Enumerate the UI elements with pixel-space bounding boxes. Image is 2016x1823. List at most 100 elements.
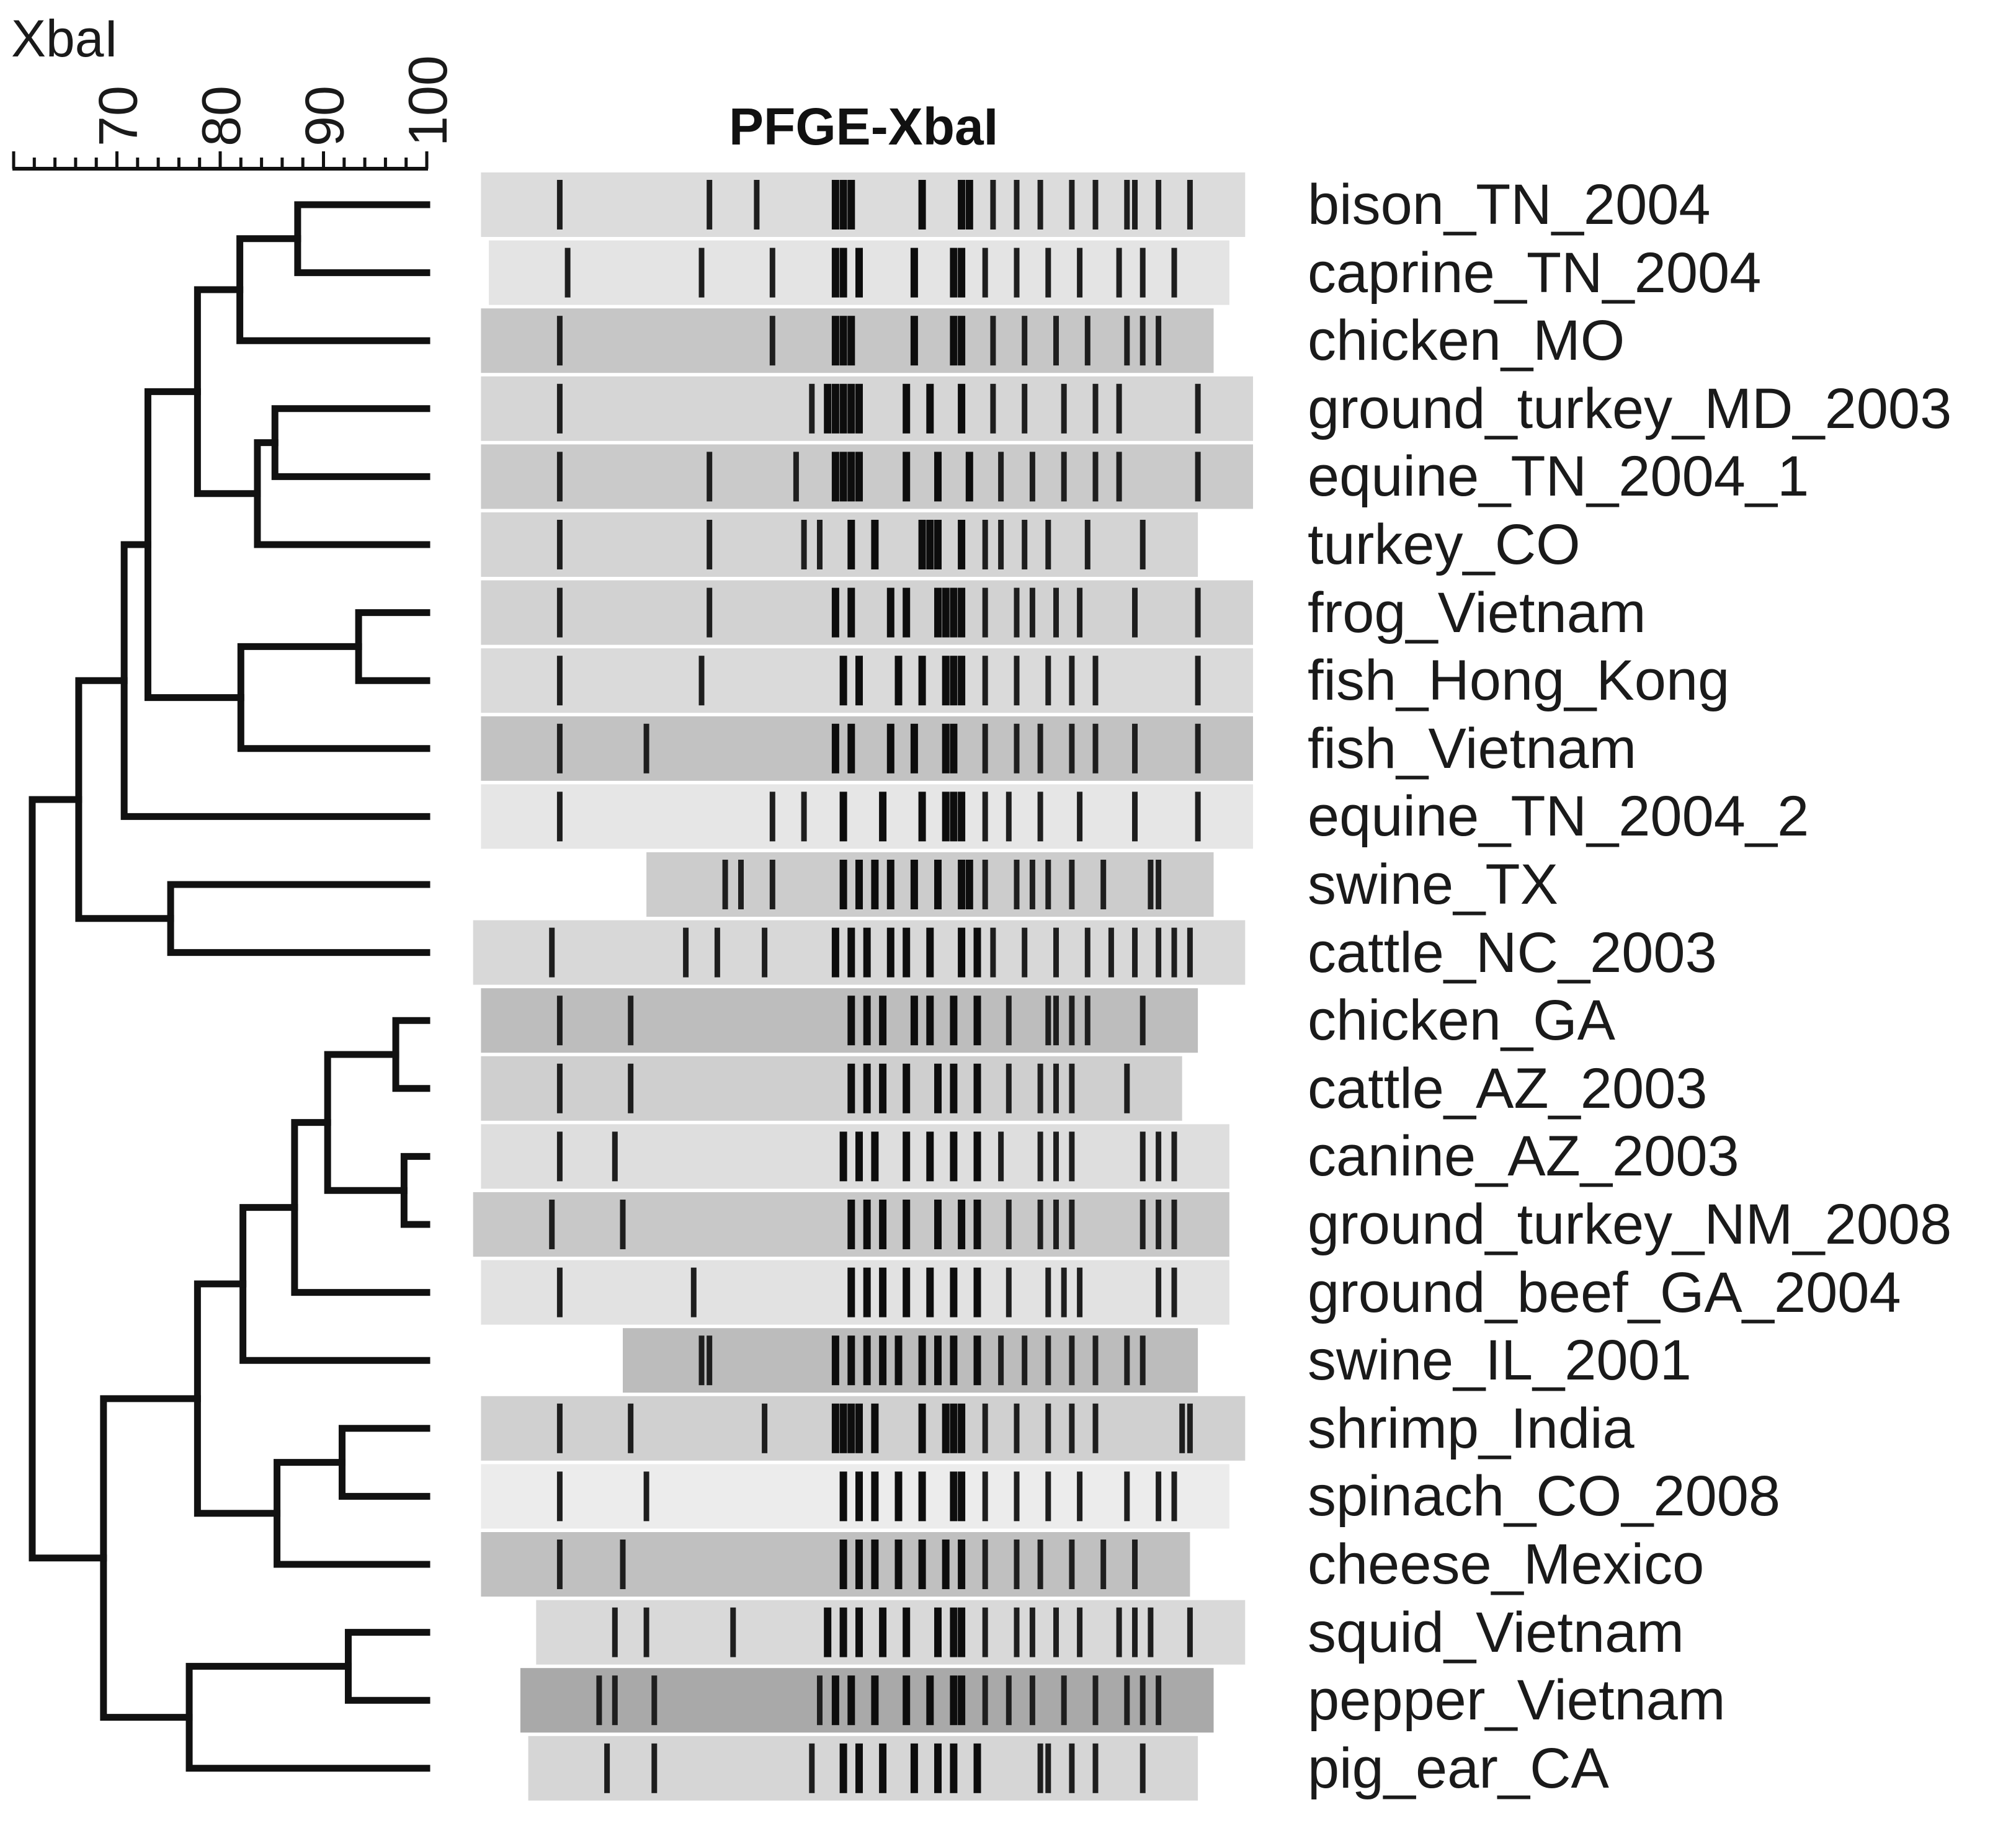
gel-band	[982, 1675, 988, 1726]
gel-band	[628, 1063, 634, 1113]
gel-band	[855, 656, 863, 706]
gel-band	[918, 1335, 926, 1386]
gel-band	[1077, 791, 1083, 842]
gel-band	[926, 383, 934, 434]
gel-band	[910, 316, 918, 366]
gel-band	[886, 723, 894, 773]
gel-band	[847, 996, 855, 1046]
gel-band	[894, 1471, 903, 1522]
gel-band	[871, 520, 879, 569]
dendrogram-branch	[194, 1280, 281, 1517]
gel-band	[1132, 723, 1138, 773]
gel-band	[950, 1267, 958, 1317]
gel-band	[1069, 1403, 1075, 1453]
gel-band	[1014, 1403, 1020, 1453]
lane-label: turkey_CO	[1308, 513, 1581, 576]
gel-band	[942, 656, 950, 706]
gel-band	[950, 791, 958, 842]
dendrogram-branch	[167, 881, 430, 956]
lane-label: swine_TX	[1308, 853, 1558, 916]
lane-label-column: bison_TN_2004 caprine_TN_2004 chicken_MO gr…	[1308, 0, 2015, 1823]
gel-band	[1187, 927, 1193, 978]
gel-band	[612, 1675, 618, 1726]
gel-band	[1140, 520, 1146, 569]
gel-band	[863, 927, 871, 978]
gel-band	[973, 996, 981, 1046]
gel-band	[556, 1063, 563, 1113]
gel-band	[973, 927, 981, 978]
gel-band	[1132, 1540, 1138, 1589]
lane-label: ground_beef_GA_2004	[1308, 1260, 1901, 1324]
gel-band	[839, 1131, 847, 1182]
gel-band	[1029, 452, 1035, 502]
gel-band	[847, 1675, 855, 1726]
gel-band	[1014, 860, 1020, 909]
gel-band	[549, 927, 555, 978]
dendrogram-branch	[194, 286, 261, 497]
gel-band	[847, 1063, 855, 1113]
lane-label: pig_ear_CA	[1308, 1736, 1609, 1800]
lane-label: frog_Vietnam	[1308, 581, 1646, 644]
gel-band	[1140, 1131, 1146, 1182]
gel-band	[1171, 1267, 1177, 1317]
gel-band	[1171, 1471, 1177, 1522]
gel-band	[903, 1675, 911, 1726]
dendrogram-branch	[338, 1425, 430, 1500]
gel-band	[1116, 247, 1122, 298]
gel-band	[1077, 1607, 1083, 1657]
gel-band	[942, 723, 950, 773]
gel-band	[707, 180, 713, 230]
gel-band	[604, 1743, 610, 1793]
gel-band	[714, 927, 720, 978]
gel-band	[839, 1471, 847, 1522]
gel-band	[982, 791, 988, 842]
gel-band	[628, 1403, 634, 1453]
gel-band	[934, 860, 942, 909]
gel-lane-background	[481, 580, 1253, 645]
gel-band	[651, 1743, 658, 1793]
gel-band	[683, 927, 689, 978]
gel-band	[1006, 1675, 1012, 1726]
gel-band	[1069, 1063, 1075, 1113]
gel-band	[990, 927, 996, 978]
gel-band	[831, 1403, 839, 1453]
gel-band	[855, 1607, 863, 1657]
gel-band	[982, 1540, 988, 1589]
gel-band	[839, 316, 847, 366]
gel-band	[934, 1607, 942, 1657]
gel-band	[769, 316, 775, 366]
gel-band	[643, 1607, 649, 1657]
gel-lane-background	[646, 852, 1214, 917]
gel-band	[1116, 383, 1122, 434]
gel-band	[894, 1540, 903, 1589]
gel-band	[847, 1335, 855, 1386]
gel-band	[855, 1471, 863, 1522]
gel-lane-background	[481, 784, 1253, 849]
gel-band	[903, 1200, 911, 1249]
gel-band	[910, 1743, 918, 1793]
gel-band	[1156, 860, 1162, 909]
gel-band	[698, 1335, 705, 1386]
gel-band	[1124, 1471, 1130, 1522]
gel-band	[934, 1200, 942, 1249]
gel-band	[934, 1063, 942, 1113]
gel-band	[918, 791, 926, 842]
gel-band	[556, 1403, 563, 1453]
gel-band	[769, 860, 775, 909]
gel-band	[855, 1540, 863, 1589]
gel-lane-background	[481, 376, 1253, 441]
gel-band	[855, 383, 863, 434]
gel-band	[871, 1403, 879, 1453]
gel-band	[1069, 1743, 1075, 1793]
gel-band	[982, 723, 988, 773]
gel-band	[847, 383, 855, 434]
gel-band	[990, 383, 996, 434]
gel-band	[809, 1743, 815, 1793]
gel-band	[847, 520, 855, 569]
gel-band	[958, 927, 966, 978]
gel-band	[1045, 520, 1051, 569]
gel-band	[1061, 1675, 1067, 1726]
gel-band	[982, 587, 988, 638]
